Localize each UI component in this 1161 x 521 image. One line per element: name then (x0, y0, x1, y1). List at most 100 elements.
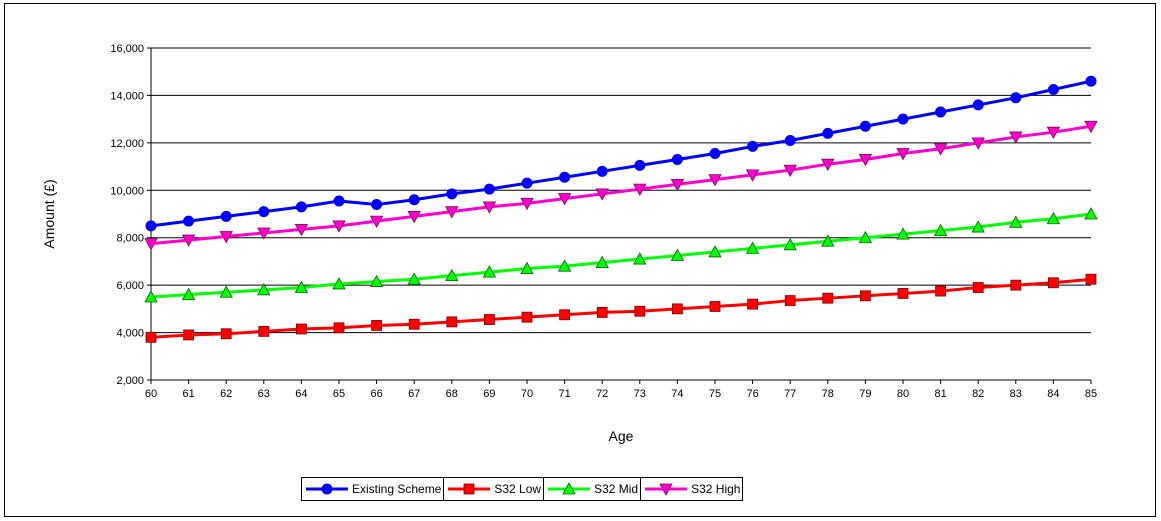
chart-legend: Existing Scheme S32 Low S32 Mid S32 High (301, 477, 744, 501)
data-point (369, 274, 384, 287)
data-point (482, 201, 497, 214)
legend-label: S32 Mid (594, 482, 639, 496)
x-tick-label: 71 (558, 388, 570, 400)
data-point (220, 328, 232, 340)
data-point (220, 210, 232, 222)
x-tick-label: 77 (784, 388, 796, 400)
legend-label: S32 High (691, 482, 741, 496)
data-point (371, 199, 383, 211)
y-tick-label: 8,000 (116, 233, 144, 245)
x-tick-label: 60 (145, 388, 157, 400)
series-line (150, 212, 1092, 299)
x-tick-label: 65 (333, 388, 345, 400)
data-point (1010, 279, 1022, 291)
data-point (860, 290, 871, 302)
legend-marker (463, 483, 475, 495)
data-point (483, 183, 495, 195)
data-point (521, 311, 533, 323)
x-tick-label: 66 (370, 388, 382, 400)
x-tick-label: 62 (220, 388, 232, 400)
data-point (1085, 75, 1097, 87)
legend-swatch (645, 483, 688, 496)
line-chart: 2,000 4,000 6,000 8,000 10,000 12,000 14,000 16… (41, 43, 1098, 444)
data-point (407, 272, 421, 285)
x-tick-label: 64 (295, 388, 307, 400)
data-point (445, 268, 459, 282)
gridlines (151, 47, 1091, 334)
data-point (972, 282, 984, 293)
data-point (520, 197, 534, 211)
series-line (150, 79, 1092, 228)
data-point (972, 99, 984, 111)
x-tick-label: 83 (1010, 388, 1022, 400)
data-point (521, 177, 533, 189)
data-point (145, 331, 157, 343)
data-point (1009, 131, 1023, 144)
data-point (332, 277, 346, 290)
data-point (595, 255, 609, 269)
data-point (181, 287, 196, 301)
series (144, 75, 1098, 343)
data-point (896, 227, 910, 240)
data-point (294, 280, 309, 293)
data-point (822, 127, 834, 139)
series-s32-high (144, 120, 1098, 251)
legend-label: S32 Low (494, 482, 542, 496)
data-point (520, 261, 534, 274)
legend-label: Existing Scheme (352, 482, 442, 496)
y-tick-label: 2,000 (116, 375, 144, 387)
data-point (1046, 211, 1061, 225)
series-s32-low (145, 273, 1097, 343)
data-point (557, 193, 572, 206)
x-tick-label: 80 (897, 388, 909, 400)
data-point (408, 318, 420, 330)
data-point (596, 307, 608, 318)
data-point (145, 220, 157, 232)
y-tick-label: 12,000 (110, 138, 144, 150)
data-point (821, 234, 835, 247)
data-point (858, 154, 873, 167)
legend-marker (321, 483, 333, 495)
data-point (672, 303, 683, 315)
data-point (144, 290, 158, 303)
data-point (784, 134, 796, 146)
x-tick-label: 84 (1047, 388, 1059, 400)
y-tick-label: 6,000 (116, 280, 144, 292)
data-point (1010, 92, 1022, 104)
legend-swatch (548, 482, 591, 495)
data-point (333, 195, 345, 207)
data-point (407, 210, 421, 224)
data-point (709, 301, 721, 312)
x-tick-label: 68 (446, 388, 458, 400)
legend-swatch (306, 483, 348, 495)
data-point (671, 153, 683, 165)
y-tick-label: 16,000 (110, 43, 144, 55)
x-tick-label: 76 (746, 388, 758, 400)
data-point (783, 164, 797, 177)
data-point (971, 220, 985, 233)
data-point (595, 188, 609, 201)
x-tick-label: 72 (596, 388, 608, 400)
data-point (257, 283, 271, 296)
data-point (596, 165, 608, 177)
data-point (858, 230, 873, 244)
data-point (559, 171, 571, 183)
data-point (670, 178, 685, 192)
x-tick-label: 79 (859, 388, 871, 400)
x-tick-label: 82 (972, 388, 984, 400)
data-point (634, 305, 646, 317)
data-point (859, 120, 871, 132)
series-existing-scheme (145, 75, 1097, 232)
x-tick-label: 61 (182, 388, 194, 400)
x-tick-label: 85 (1085, 388, 1097, 400)
data-point (183, 329, 195, 341)
legend-marker (659, 483, 673, 496)
data-point (1009, 215, 1023, 228)
data-point (709, 148, 721, 160)
data-point (258, 325, 270, 337)
data-point (408, 194, 420, 206)
data-point (822, 292, 834, 304)
series-line (150, 124, 1092, 246)
data-point (1084, 120, 1098, 134)
data-point (971, 137, 985, 150)
